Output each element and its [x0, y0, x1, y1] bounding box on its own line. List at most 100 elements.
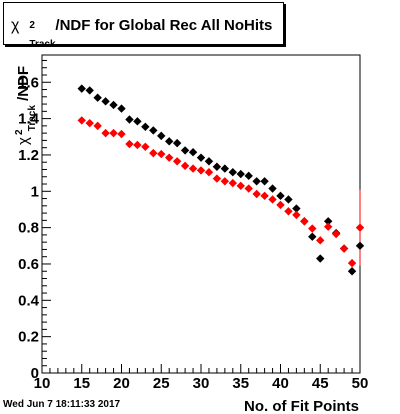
data-point [236, 181, 245, 191]
data-point [196, 166, 206, 175]
data-point [204, 157, 214, 166]
data-point [172, 138, 182, 148]
data-point [347, 258, 357, 268]
data-point [172, 157, 182, 166]
data-point [180, 146, 190, 155]
data-point [331, 229, 341, 239]
data-markers [77, 84, 365, 276]
data-point [260, 191, 269, 201]
data-point [316, 236, 325, 245]
data-point [141, 142, 150, 151]
x-tick-label: 30 [193, 375, 210, 392]
chart-title-box: χ 2 Track/NDF for Global Rec All NoHits [3, 2, 284, 50]
data-point [157, 149, 166, 159]
data-point [196, 153, 206, 162]
y-tick-label: 0.2 [18, 329, 39, 346]
plot-frame [41, 54, 361, 374]
title-sup: 2 [29, 20, 35, 31]
data-point [125, 115, 134, 124]
data-point [268, 195, 277, 204]
title-sub: Track [29, 39, 56, 50]
data-point [188, 164, 198, 173]
data-point [93, 121, 102, 131]
data-point [220, 177, 230, 186]
data-point [77, 84, 86, 93]
data-point [133, 117, 142, 126]
data-point [85, 118, 94, 128]
data-point [284, 207, 293, 216]
data-point [101, 97, 110, 106]
data-point [149, 126, 158, 135]
y-tick-label: 0 [31, 365, 39, 382]
data-point [109, 128, 118, 138]
data-point [165, 153, 174, 162]
y-axis-label-sub: Track [27, 105, 38, 132]
y-tick-label: 0.4 [18, 292, 40, 309]
data-point [355, 223, 365, 232]
data-point [125, 139, 134, 149]
data-point [93, 93, 102, 102]
data-point [204, 168, 214, 177]
data-point [77, 116, 86, 125]
svg-text:χ 2 Track /N: χ 2 Track /NDF [9, 66, 39, 145]
data-point [252, 189, 261, 199]
y-tick-label: 1.4 [18, 111, 40, 128]
data-point [236, 169, 245, 179]
x-tick-label: 40 [272, 375, 289, 392]
x-tick-label: 45 [312, 375, 329, 392]
data-point [212, 174, 222, 183]
axes-group: 10 15 20 25 30 35 40 45 50 0 0.2 0.4 0.6 0.8 1 1.2 1.4 1.… [18, 59, 369, 392]
y-tick-label: 1.2 [18, 147, 39, 164]
data-point [117, 129, 126, 139]
x-tick-label: 25 [153, 375, 170, 392]
x-tick-label: 35 [232, 375, 249, 392]
data-point [276, 191, 285, 201]
data-point [228, 168, 237, 177]
x-tick-label: 50 [352, 375, 369, 392]
y-axis-label-sup: 2 [14, 129, 25, 135]
data-point [85, 86, 94, 95]
chart-title: χ 2 Track/NDF for Global Rec All NoHits [11, 17, 272, 50]
data-point [244, 171, 253, 181]
data-point [228, 178, 237, 188]
data-point [324, 222, 333, 231]
data-point [308, 232, 317, 241]
data-point [347, 267, 357, 276]
y-tick-label: 0.8 [18, 220, 39, 237]
data-point [355, 241, 365, 250]
data-point [109, 100, 118, 110]
data-point [252, 177, 261, 186]
data-point [324, 217, 333, 226]
data-point [212, 162, 222, 171]
y-tick-label: 1.6 [18, 74, 39, 91]
y-axis-label-chi: χ [15, 137, 32, 145]
data-point [260, 177, 269, 186]
y-tick-label: 0.6 [18, 256, 39, 273]
data-point [180, 161, 190, 171]
x-tick-label: 10 [34, 375, 51, 392]
data-point [101, 128, 110, 138]
title-chi: χ [11, 17, 20, 34]
data-point [133, 140, 142, 150]
x-tick-label: 20 [113, 375, 130, 392]
data-point [244, 184, 253, 193]
x-tick-label: 15 [73, 375, 90, 392]
data-point [188, 148, 198, 157]
data-point [308, 224, 317, 233]
data-point [276, 200, 285, 210]
data-point [300, 217, 309, 226]
data-point [220, 164, 230, 173]
data-point [149, 148, 158, 158]
y-tick-label: 1 [31, 183, 39, 200]
data-point [292, 210, 301, 220]
data-point [316, 254, 325, 263]
data-point [141, 122, 150, 131]
x-axis-label: No. of Fit Points [244, 398, 359, 414]
data-point [157, 131, 166, 141]
data-point [268, 184, 277, 193]
data-point [117, 104, 126, 113]
timestamp: Wed Jun 7 18:11:33 2017 [3, 399, 121, 410]
data-point [292, 204, 301, 213]
y-axis-label: χ 2 Track /NDF [9, 66, 39, 145]
